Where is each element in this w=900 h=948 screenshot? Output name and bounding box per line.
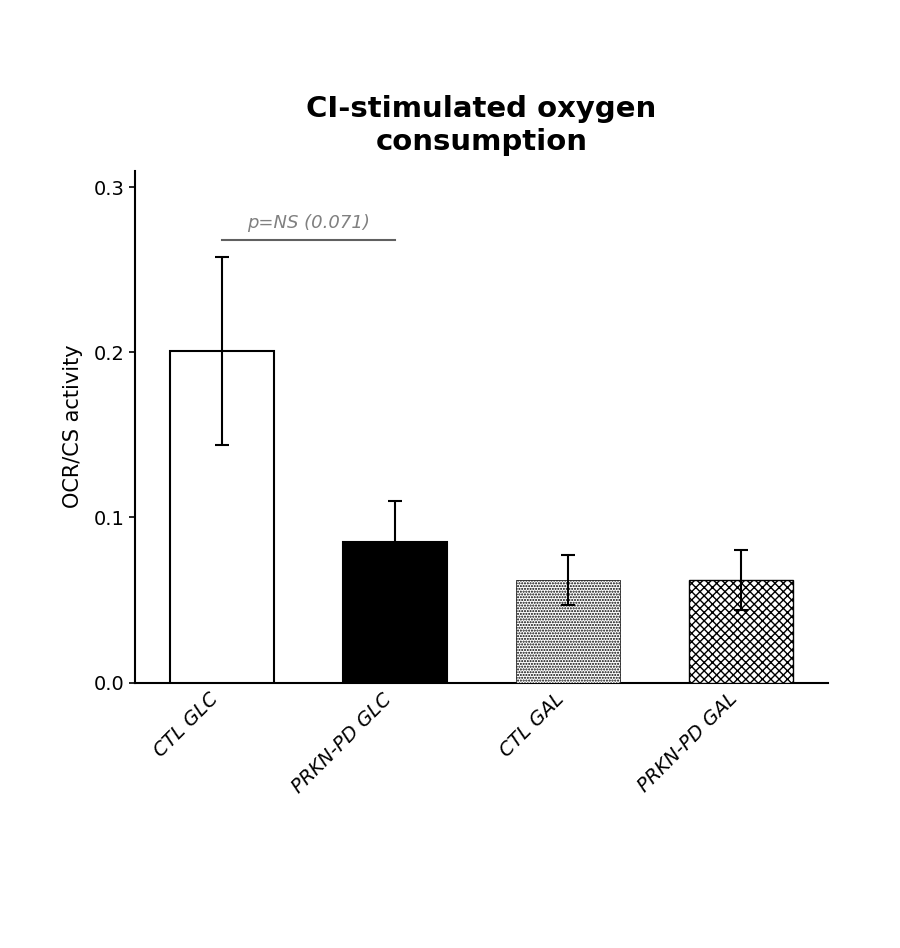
Bar — [169, 351, 274, 683]
Bar — [517, 580, 620, 683]
Bar — [343, 542, 447, 683]
Bar — [689, 580, 794, 683]
Y-axis label: OCR/CS activity: OCR/CS activity — [63, 345, 83, 508]
Title: CI-stimulated oxygen
consumption: CI-stimulated oxygen consumption — [306, 96, 657, 155]
Text: p=NS (0.071): p=NS (0.071) — [247, 213, 370, 231]
